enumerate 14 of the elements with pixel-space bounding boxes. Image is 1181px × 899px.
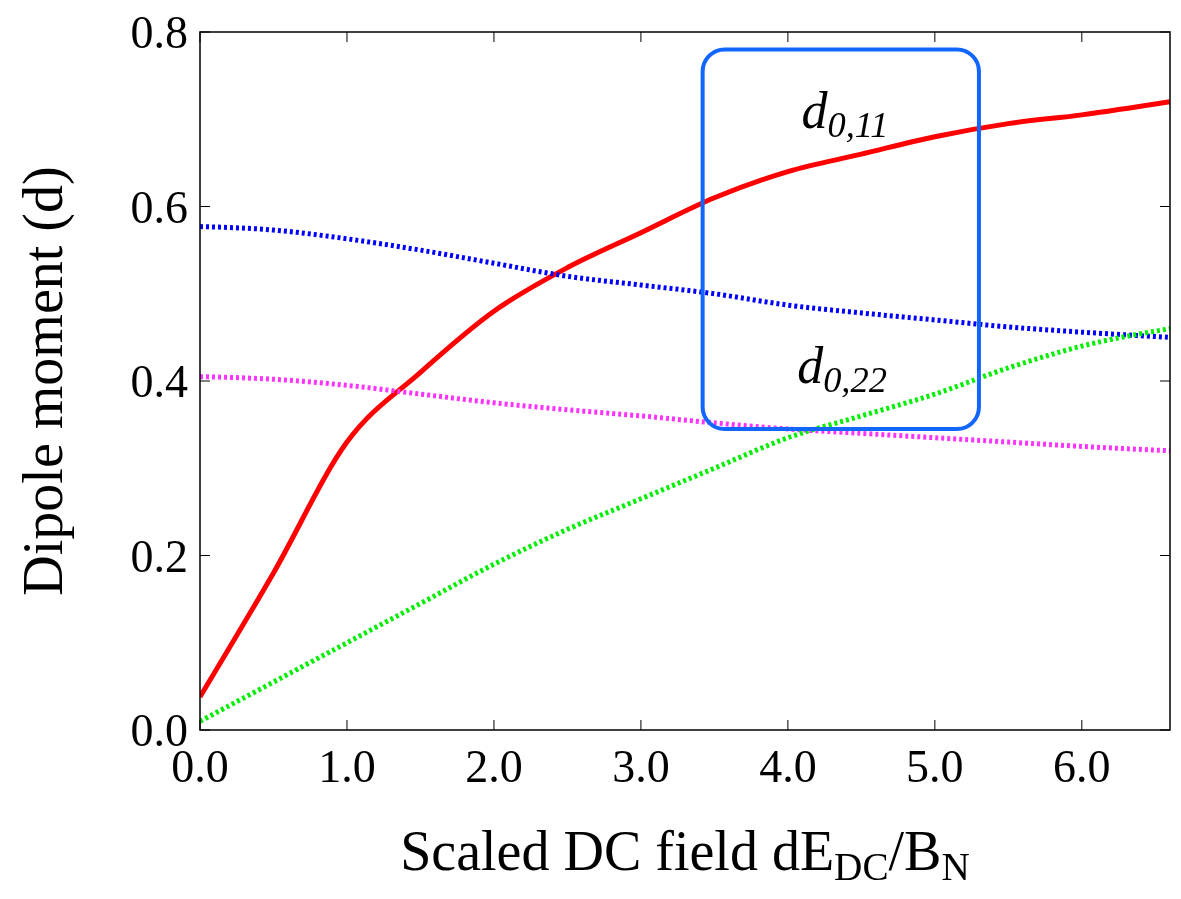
y-tick-label: 0.6 [130,181,188,233]
x-tick-label: 4.0 [759,741,817,792]
x-tick-label: 1.0 [318,741,376,792]
x-tick-label: 5.0 [906,741,964,792]
annotation: d$_{0,11}$ [801,82,889,145]
annotation: d$_{0,22}$ [797,337,887,400]
x-tick-label: 2.0 [465,741,523,792]
x-tick-label: 6.0 [1053,741,1111,792]
y-tick-label: 0.4 [130,356,188,408]
x-tick-label: 3.0 [612,741,670,792]
y-tick-label: 0.2 [130,530,188,582]
y-axis-title: Dipole moment (d) [12,166,75,596]
y-tick-label: 0.8 [130,7,188,59]
x-axis-title: Scaled DC field dE$_{DC}$/B$_{N}$ [400,820,970,888]
